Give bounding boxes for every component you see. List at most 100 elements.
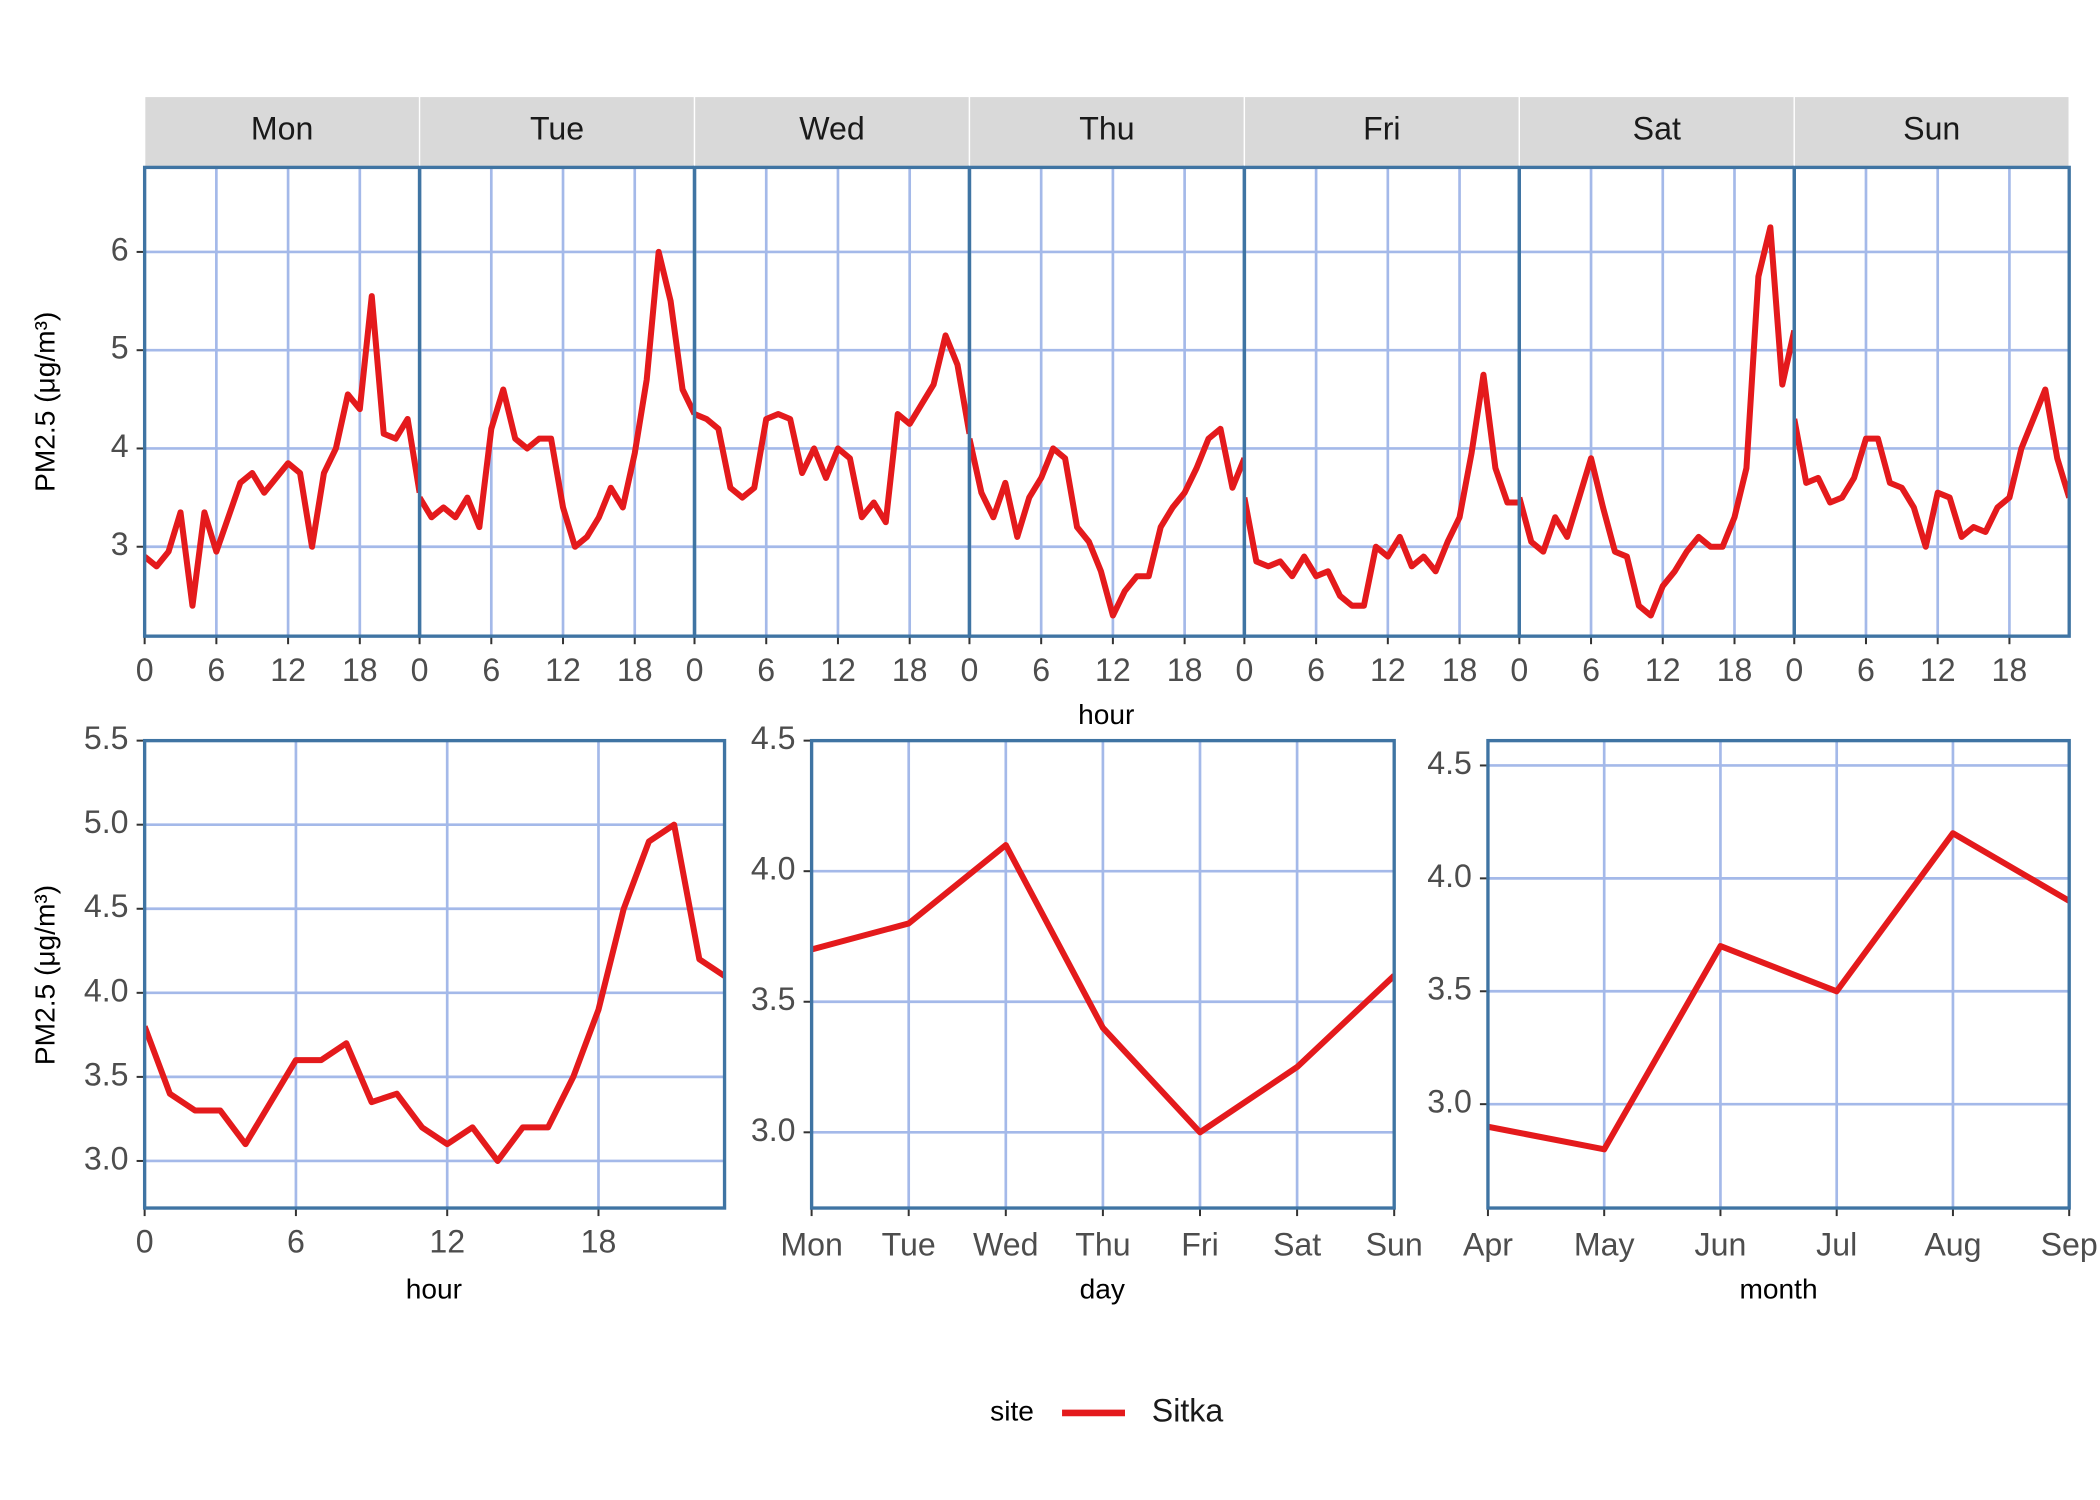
data-line (1519, 224, 1795, 619)
data-line (419, 248, 695, 550)
x-tick-label: 0 (136, 652, 154, 688)
x-tick-label: 12 (820, 652, 856, 688)
x-tick-label: 6 (482, 652, 500, 688)
strip-label: Wed (799, 111, 864, 147)
x-tick-label: Sat (1273, 1226, 1321, 1262)
y-tick-label: 5.0 (84, 804, 129, 840)
y-tick-label: 3.0 (751, 1112, 796, 1148)
x-tick-label: 12 (1095, 652, 1131, 688)
data-line (1244, 371, 1520, 609)
strip-label: Mon (251, 111, 313, 147)
x-tick-label: 0 (411, 652, 429, 688)
x-tick-label: 0 (136, 1224, 154, 1260)
x-tick-label: 12 (1920, 652, 1956, 688)
y-tick-label: 4 (111, 428, 129, 464)
y-tick-label: 3.0 (84, 1140, 129, 1176)
data-line (144, 293, 420, 609)
legend-title: site (990, 1395, 1034, 1426)
strip-label: Thu (1079, 111, 1134, 147)
x-tick-label: Apr (1463, 1226, 1513, 1262)
x-tick-label: 0 (961, 652, 979, 688)
strip (968, 95, 1246, 169)
x-tick-label: 18 (617, 652, 653, 688)
x-tick-label: 18 (1167, 652, 1203, 688)
x-axis-title: hour (1078, 699, 1134, 730)
y-tick-label: 4.5 (84, 888, 129, 924)
x-tick-label: Wed (973, 1226, 1038, 1262)
data-line (144, 821, 725, 1164)
x-tick-label: Sun (1366, 1226, 1423, 1262)
x-axis-title: day (1080, 1273, 1125, 1304)
x-tick-label: 18 (1717, 652, 1753, 688)
y-tick-label: 5.5 (84, 720, 129, 756)
x-tick-label: 18 (581, 1224, 617, 1260)
strip (143, 95, 421, 169)
legend-label: Sitka (1152, 1392, 1224, 1428)
y-tick-label: 5 (111, 330, 129, 366)
panel-border (1486, 738, 2071, 1210)
y-tick-label: 3.5 (1427, 971, 1472, 1007)
x-tick-label: 0 (1235, 652, 1253, 688)
x-axis-title: month (1740, 1273, 1818, 1304)
x-tick-label: Jun (1695, 1226, 1747, 1262)
y-tick-label: 4.0 (751, 851, 796, 887)
strip-label: Sat (1633, 111, 1681, 147)
data-line (1487, 830, 2070, 1153)
y-tick-label: 3.0 (1427, 1084, 1472, 1120)
x-tick-label: 6 (1032, 652, 1050, 688)
y-tick-label: 4.5 (1427, 745, 1472, 781)
y-tick-label: 3.5 (84, 1056, 129, 1092)
x-tick-label: 6 (287, 1224, 305, 1260)
x-tick-label: Thu (1075, 1226, 1130, 1262)
y-tick-label: 6 (111, 231, 129, 267)
panel-border (142, 738, 727, 1210)
y-axis-title: PM2.5 (μg/m³) (29, 312, 60, 492)
x-tick-label: Sep (2041, 1226, 2098, 1262)
strip (1243, 95, 1520, 169)
x-tick-label: 0 (1785, 652, 1803, 688)
strip (693, 95, 971, 169)
x-tick-label: 18 (1992, 652, 2028, 688)
y-tick-label: 4.0 (1427, 858, 1472, 894)
x-tick-label: 12 (270, 652, 306, 688)
x-tick-label: 0 (1510, 652, 1528, 688)
x-tick-label: Tue (882, 1226, 936, 1262)
x-tick-label: 6 (207, 652, 225, 688)
x-tick-label: 0 (686, 652, 704, 688)
x-tick-label: 6 (1582, 652, 1600, 688)
x-tick-label: 18 (892, 652, 928, 688)
x-tick-label: 18 (342, 652, 378, 688)
x-tick-label: Fri (1181, 1226, 1218, 1262)
x-tick-label: May (1574, 1226, 1635, 1262)
x-axis-title: hour (406, 1273, 462, 1304)
strip (418, 95, 696, 169)
x-tick-label: Aug (1924, 1226, 1981, 1262)
y-axis-title: PM2.5 (μg/m³) (29, 885, 60, 1065)
x-tick-label: 18 (1442, 652, 1478, 688)
y-tick-label: 4.5 (751, 720, 796, 756)
strip-label: Tue (530, 111, 584, 147)
panel-border (809, 738, 1396, 1210)
y-tick-label: 3 (111, 526, 129, 562)
x-tick-label: 12 (545, 652, 581, 688)
strip-label: Sun (1903, 111, 1960, 147)
data-line (811, 842, 1395, 1136)
x-tick-label: 12 (1645, 652, 1681, 688)
data-line (694, 332, 970, 526)
x-tick-label: Jul (1816, 1226, 1857, 1262)
data-line (969, 425, 1245, 619)
panel-border (1792, 165, 2071, 638)
strip-label: Fri (1363, 111, 1400, 147)
y-tick-label: 3.5 (751, 981, 796, 1017)
y-tick-label: 4.0 (84, 972, 129, 1008)
x-tick-label: 12 (429, 1224, 465, 1260)
x-tick-label: Mon (780, 1226, 843, 1262)
x-tick-label: 6 (1857, 652, 1875, 688)
x-tick-label: 6 (1307, 652, 1325, 688)
data-line (1794, 386, 2070, 550)
x-tick-label: 6 (757, 652, 775, 688)
x-tick-label: 12 (1370, 652, 1406, 688)
